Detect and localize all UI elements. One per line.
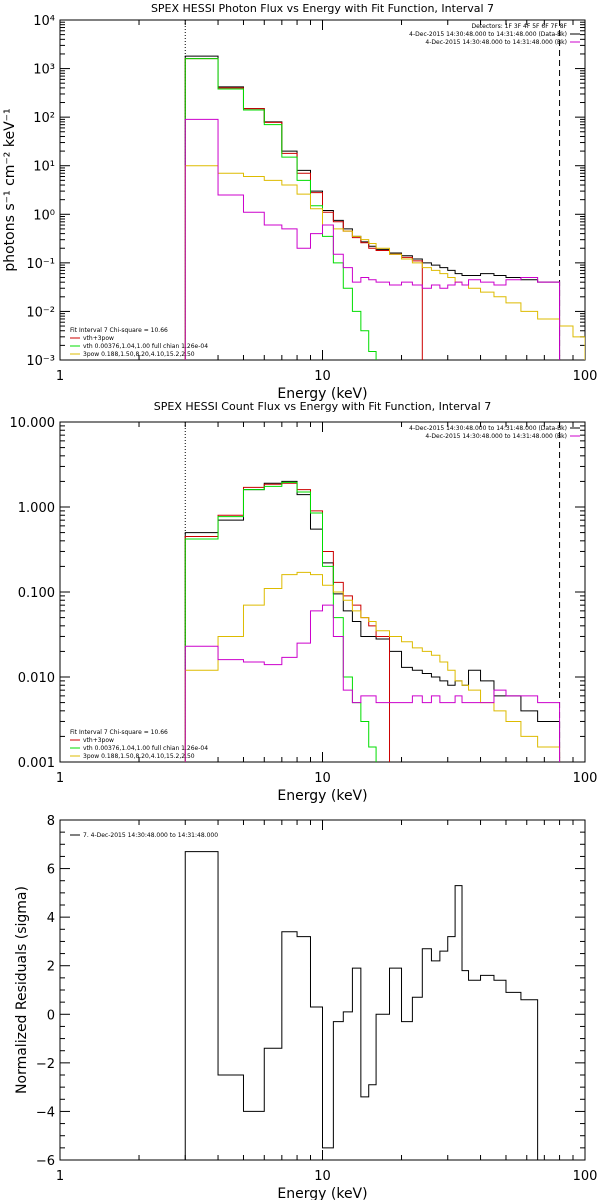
photon-y-tick-label: 10² [33, 111, 55, 126]
count-y-tick-label: 0.010 [18, 671, 55, 686]
residuals-y-tick-label: −2 [36, 1057, 55, 1072]
count-y-tick-label: 0.100 [18, 586, 55, 601]
photon-x-axis-label: Energy (keV) [277, 386, 367, 402]
photon-legend-top-right-entry: 4-Dec-2015 14:30:48.000 to 14:31:48.000 … [425, 39, 567, 46]
residuals-y-tick-label: 6 [47, 863, 55, 878]
count-series-2 [184, 481, 377, 762]
residuals-series-0 [184, 851, 539, 1160]
photon-legend-bottom-left-entry: vth 0.00376,1.04,1.00 full chian 1.26e-0… [83, 343, 208, 350]
photon-x-tick-label: 100 [573, 369, 598, 384]
count-x-tick-label: 10 [314, 771, 331, 786]
count-legend-top-right-entry: 4-Dec-2015 14:30:48.000 to 14:31:48.000 … [425, 433, 567, 440]
residuals-y-tick-label: 0 [47, 1008, 55, 1023]
photon-legend-bottom-left-entry: Fit Interval 7 Chi-square = 10.66 [70, 327, 168, 334]
photon-series-3 [184, 165, 585, 360]
count-y-tick-label: 10.000 [10, 416, 56, 431]
residuals-y-tick-label: −6 [36, 1154, 55, 1169]
residuals-legend-top-left-entry: 7. 4-Dec-2015 14:30:48.000 to 14:31:48.0… [83, 832, 218, 839]
residuals-x-axis-label: Energy (keV) [277, 1186, 367, 1200]
count-x-tick-label: 100 [573, 771, 598, 786]
residuals-x-tick-label: 100 [573, 1169, 598, 1184]
photon-y-tick-label: 10⁻³ [26, 354, 55, 369]
photon-series-4 [184, 118, 561, 360]
count-legend-bottom-left-entry: Fit Interval 7 Chi-square = 10.66 [70, 729, 168, 736]
photon-legend-top-right-entry: Detectors: 1F 3F 4F 5F 6F 7F 8F [471, 23, 567, 30]
photon-legend-top-right-entry: 4-Dec-2015 14:30:48.000 to 14:31:48.000 … [409, 31, 567, 38]
residuals-chart: 1 10 100 −6 −4 −2 0 2 4 6 8 Energy (keV) Normalized … [14, 814, 597, 1200]
residuals-y-tick-label: 4 [47, 911, 55, 926]
photon-plot-area [184, 20, 585, 360]
residuals-y-tick-label: 2 [47, 960, 55, 975]
count-x-tick-label: 1 [56, 771, 64, 786]
residuals-plot-area [184, 851, 539, 1160]
photon-legend-bottom-left-entry: 3pow 0.188,1.50,8.20,4.10,15.2,2.50 [83, 351, 195, 358]
photon-legend-bottom-left-entry: vth+3pow [83, 335, 114, 342]
residuals-x-tick-label: 1 [56, 1169, 64, 1184]
count-series-0 [184, 480, 561, 762]
count-y-tick-label: 1.000 [18, 501, 55, 516]
count-series-4 [184, 604, 561, 762]
photon-x-tick-label: 1 [56, 369, 64, 384]
photon-y-tick-label: 10⁰ [33, 208, 55, 223]
photon-y-tick-label: 10¹ [33, 160, 55, 175]
residuals-y-tick-label: −4 [36, 1105, 55, 1120]
count-plot-area [184, 422, 561, 762]
residuals-x-tick-label: 10 [314, 1169, 331, 1184]
photon-y-tick-label: 10⁻¹ [26, 257, 55, 272]
count-legend-top-right-entry: 4-Dec-2015 14:30:48.000 to 14:31:48.000 … [409, 425, 567, 432]
photon-y-tick-label: 10⁴ [33, 14, 55, 29]
count-legend-bottom-left-entry: 3pow 0.188,1.50,8.20,4.10,15.2,2.50 [83, 753, 195, 760]
count-y-tick-label: 0.001 [18, 756, 55, 771]
photon-series-2 [184, 58, 377, 360]
count-x-axis-label: Energy (keV) [277, 788, 367, 804]
photon-x-tick-label: 10 [314, 369, 331, 384]
photon-y-tick-label: 10³ [33, 63, 55, 78]
residuals-y-axis-label: Normalized Residuals (sigma) [14, 886, 30, 1094]
photon-chart-title: SPEX HESSI Photon Flux vs Energy with Fi… [151, 2, 494, 15]
residuals-y-tick-label: 8 [47, 814, 55, 829]
photon-y-axis-label: photons s⁻¹ cm⁻² keV⁻¹ [2, 108, 18, 271]
count-legend-bottom-left-entry: vth 0.00376,1.04,1.00 full chian 1.26e-0… [83, 745, 208, 752]
count-chart-title: SPEX HESSI Count Flux vs Energy with Fit… [154, 400, 491, 413]
photon-y-tick-label: 10⁻² [26, 305, 55, 320]
photon-chart: SPEX HESSI Photon Flux vs Energy with Fi… [2, 2, 597, 402]
count-legend-bottom-left-entry: vth+3pow [83, 737, 114, 744]
count-chart: SPEX HESSI Count Flux vs Energy with Fit… [10, 400, 598, 804]
